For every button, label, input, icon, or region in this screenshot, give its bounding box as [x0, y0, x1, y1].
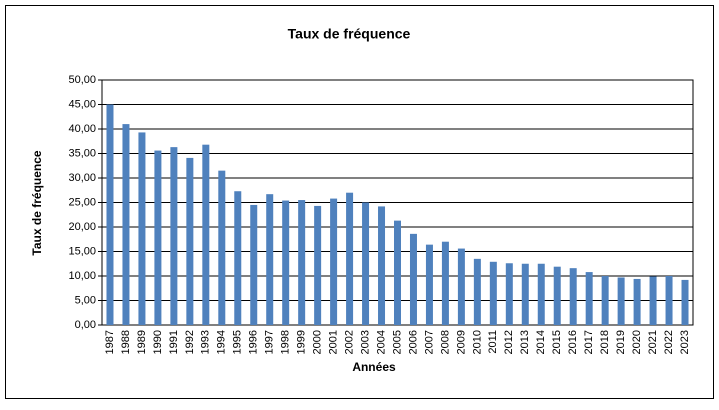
x-tick-label: 1999	[296, 330, 308, 354]
x-tick-label: 2007	[423, 330, 435, 354]
bar	[601, 276, 609, 325]
x-tick-label: 1992	[184, 330, 196, 354]
y-tick-label: 50,00	[68, 74, 96, 86]
x-axis-title: Années	[352, 360, 396, 374]
bar	[186, 157, 194, 325]
x-tick-label: 2010	[471, 330, 483, 354]
x-tick-label: 1995	[232, 330, 244, 354]
x-tick-label: 2011	[487, 330, 499, 354]
x-tick-label: 2002	[343, 330, 355, 354]
x-tick-label: 1989	[136, 330, 148, 354]
x-tick-label: 2008	[439, 330, 451, 354]
bar	[122, 124, 130, 325]
bar	[234, 191, 242, 325]
x-tick-label: 2005	[391, 330, 403, 354]
y-tick-label: 25,00	[68, 196, 96, 208]
bar	[250, 204, 258, 325]
x-tick-label: 1990	[152, 330, 164, 354]
x-tick-label: 2022	[663, 330, 675, 354]
y-tick-label: 10,00	[68, 270, 96, 282]
bar	[681, 279, 689, 325]
x-tick-label: 1996	[248, 330, 260, 354]
x-tick-label: 2001	[328, 330, 340, 354]
bar	[553, 266, 561, 325]
bar	[505, 263, 513, 325]
x-tick-label: 1991	[168, 330, 180, 354]
bar	[346, 192, 354, 325]
bar	[362, 202, 370, 325]
bar	[569, 268, 577, 325]
bar	[409, 233, 417, 325]
y-tick-label: 5,00	[75, 294, 96, 306]
x-tick-label: 2017	[583, 330, 595, 354]
bar	[154, 150, 162, 325]
bar	[457, 248, 465, 325]
x-tick-label: 2000	[312, 330, 324, 354]
x-tick-label: 1997	[264, 330, 276, 354]
x-tick-label: 2016	[567, 330, 579, 354]
bar	[649, 276, 657, 325]
x-tick-label: 2004	[375, 330, 387, 354]
x-tick-label: 2015	[551, 330, 563, 354]
x-tick-label: 1987	[104, 330, 116, 354]
x-tick-label: 1994	[216, 330, 228, 354]
x-tick-label: 2012	[503, 330, 515, 354]
y-tick-label: 35,00	[68, 147, 96, 159]
x-tick-label: 1988	[120, 330, 132, 354]
bar	[537, 263, 545, 325]
bar	[170, 147, 178, 325]
bar	[394, 220, 401, 325]
x-tick-label: 2018	[599, 330, 611, 354]
y-tick-label: 0,00	[75, 319, 96, 331]
x-tick-label: 1998	[280, 330, 292, 354]
y-tick-label: 40,00	[68, 123, 96, 135]
bar	[202, 144, 210, 325]
x-tick-label: 2009	[455, 330, 467, 354]
bar	[330, 198, 338, 325]
y-tick-label: 20,00	[68, 221, 96, 233]
bar	[218, 170, 226, 325]
bar	[266, 194, 274, 325]
x-tick-label: 2021	[647, 330, 659, 354]
chart-title: Taux de fréquence	[288, 26, 411, 42]
x-tick-label: 2006	[407, 330, 419, 354]
bar	[138, 132, 146, 325]
y-tick-label: 45,00	[68, 98, 96, 110]
bar	[521, 263, 529, 325]
x-tick-label: 2019	[615, 330, 627, 354]
bar	[378, 206, 386, 325]
y-tick-label: 15,00	[68, 245, 96, 257]
bar	[106, 104, 114, 325]
x-tick-label: 2013	[519, 330, 531, 354]
bar	[441, 241, 449, 325]
x-tick-label: 1993	[200, 330, 212, 354]
x-tick-label: 2020	[631, 330, 643, 354]
bar	[617, 277, 625, 325]
bar	[282, 200, 290, 325]
bar	[585, 272, 593, 325]
bar	[298, 200, 306, 325]
bar	[665, 276, 673, 325]
bar	[425, 244, 433, 325]
y-axis-title: Taux de fréquence	[30, 150, 44, 255]
bar	[314, 205, 322, 325]
bar	[489, 261, 497, 325]
bar	[473, 258, 481, 325]
y-tick-label: 30,00	[68, 172, 96, 184]
x-tick-label: 2014	[535, 330, 547, 354]
bar	[633, 278, 641, 325]
x-tick-label: 2023	[679, 330, 691, 354]
x-tick-label: 2003	[359, 330, 371, 354]
